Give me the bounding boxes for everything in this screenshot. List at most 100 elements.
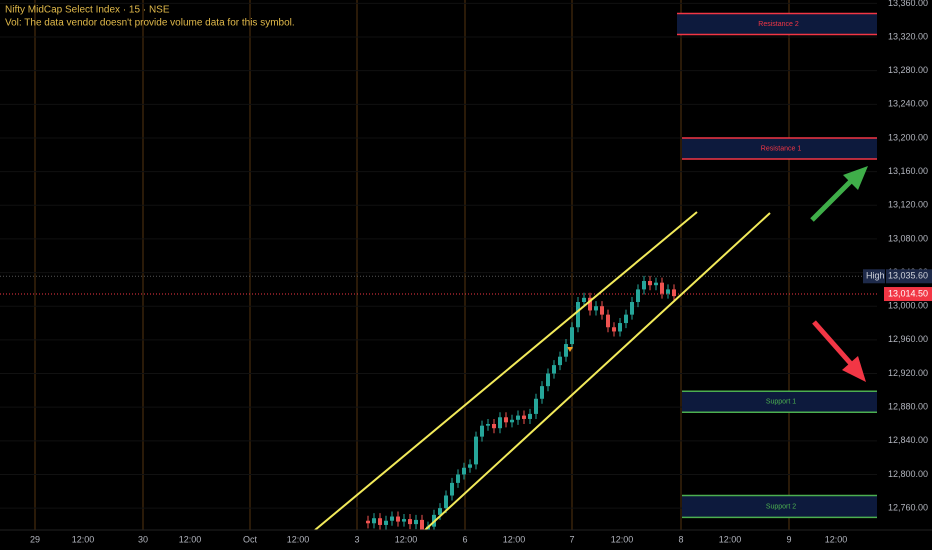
candle-body xyxy=(390,516,394,521)
candle-body xyxy=(582,297,586,303)
zone-label: Resistance 1 xyxy=(761,145,802,152)
x-tick-label: 12:00 xyxy=(287,534,310,544)
y-tick-label: 13,200.00 xyxy=(888,132,928,142)
candle-body xyxy=(468,464,472,468)
candle-body xyxy=(402,519,406,522)
y-tick-label: 12,960.00 xyxy=(888,334,928,344)
x-tick-label: 12:00 xyxy=(395,534,418,544)
y-tick-label: 12,880.00 xyxy=(888,402,928,412)
candle-body xyxy=(486,424,490,426)
channel-lower xyxy=(424,212,771,530)
x-tick-label: 12:00 xyxy=(72,534,95,544)
zone-label: Support 1 xyxy=(766,399,796,406)
zone-label: Resistance 2 xyxy=(758,21,799,28)
zone-label: Support 2 xyxy=(766,503,796,510)
price-axis: 12,760.00 12,800.00 12,840.00 12,880.00 12,9… xyxy=(863,0,932,550)
y-tick-label: 13,320.00 xyxy=(888,31,928,41)
x-tick-label: 6 xyxy=(462,534,467,544)
up-arrow xyxy=(810,178,854,222)
x-tick-label: 12:00 xyxy=(503,534,526,544)
zones: Resistance 2 Resistance 1 Support 1 Support… xyxy=(677,12,880,519)
candle-body xyxy=(540,386,544,399)
x-tick-label: 30 xyxy=(138,534,148,544)
x-tick-label: Oct xyxy=(243,534,258,544)
channel xyxy=(314,211,771,530)
x-tick-label: 29 xyxy=(30,534,40,544)
candle-body xyxy=(372,518,376,524)
y-tick-label: 13,160.00 xyxy=(888,166,928,176)
candle-body xyxy=(474,436,478,465)
candle-body xyxy=(438,508,442,515)
candle-body xyxy=(546,373,550,387)
y-tick-label: 13,360.00 xyxy=(888,0,928,8)
x-tick-label: 12:00 xyxy=(825,534,848,544)
candle-body xyxy=(516,415,520,420)
candle-body xyxy=(504,417,508,423)
candle-body xyxy=(378,518,382,525)
candle-body xyxy=(630,302,634,315)
x-tick-label: 3 xyxy=(354,534,359,544)
candle-body xyxy=(588,297,592,311)
y-tick-label: 12,760.00 xyxy=(888,503,928,513)
x-tick-label: 12:00 xyxy=(611,534,634,544)
candle-body xyxy=(384,520,388,525)
x-tick-label: 12:00 xyxy=(719,534,742,544)
candle-body xyxy=(660,282,664,294)
candle-body xyxy=(552,365,556,374)
high-value-bg xyxy=(886,269,932,284)
y-tick-label: 12,800.00 xyxy=(888,469,928,479)
candle-body xyxy=(492,424,496,429)
candle-body xyxy=(600,306,604,315)
y-tick-label: 13,280.00 xyxy=(888,65,928,75)
x-tick-label: 7 xyxy=(569,534,574,544)
candle-body xyxy=(522,415,526,419)
zone xyxy=(677,13,880,35)
candle-body xyxy=(642,280,646,290)
y-tick-label: 13,000.00 xyxy=(888,301,928,311)
channel-upper xyxy=(314,211,698,530)
candle-body xyxy=(408,519,412,525)
chart-subtitle: Vol: The data vendor doesn't provide vol… xyxy=(5,18,295,29)
candle-body xyxy=(648,280,652,286)
zone xyxy=(682,391,880,413)
candle-body xyxy=(420,519,424,530)
high-tag: High xyxy=(866,271,885,281)
candle-body xyxy=(612,327,616,332)
arrows xyxy=(810,166,868,382)
candle-body xyxy=(624,314,628,324)
candle-body xyxy=(450,482,454,496)
candle-body xyxy=(654,282,658,286)
down-arrow xyxy=(812,320,854,367)
x-tick-label: 12:00 xyxy=(179,534,202,544)
candle-body xyxy=(528,413,532,419)
high-value: 13,035.60 xyxy=(888,271,928,281)
candle-body xyxy=(594,306,598,311)
y-tick-label: 12,920.00 xyxy=(888,368,928,378)
candle-body xyxy=(396,516,400,522)
candle-body xyxy=(456,474,460,483)
signal-marker xyxy=(567,347,573,352)
candle-body xyxy=(498,417,502,429)
y-tick-label: 13,240.00 xyxy=(888,99,928,109)
y-tick-label: 13,120.00 xyxy=(888,200,928,210)
last-price-bg xyxy=(884,287,932,302)
candle-body xyxy=(576,302,580,328)
candle-body xyxy=(534,398,538,414)
chart-title: Nifty MidCap Select Index · 15 · NSE xyxy=(5,5,170,16)
y-tick-label: 13,080.00 xyxy=(888,233,928,243)
session-separators xyxy=(34,0,790,530)
candle-body xyxy=(618,323,622,332)
y-tick-label: 12,840.00 xyxy=(888,435,928,445)
time-axis: 29 12:00 30 12:00 Oct 12:00 3 12:00 6 12:00 7 12:00… xyxy=(0,529,932,544)
up-arrow-head xyxy=(843,166,868,190)
zone xyxy=(682,495,880,518)
candle-body xyxy=(444,495,448,509)
candles xyxy=(366,275,676,530)
candle-body xyxy=(672,289,676,297)
candle-body xyxy=(570,327,574,345)
down-arrow-head xyxy=(842,356,866,382)
candle-body xyxy=(558,356,562,366)
candle-body xyxy=(366,520,370,524)
